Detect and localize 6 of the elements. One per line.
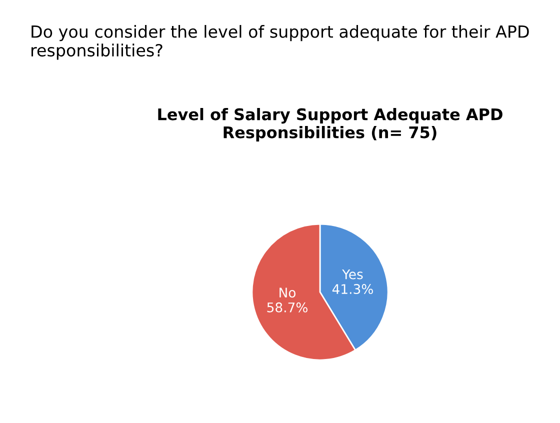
data-label: 58.7% [267, 302, 308, 312]
data-label: 41.3% [332, 284, 373, 294]
slice-label: Yes [342, 269, 363, 280]
chart-title: Do you consider the level of support adequate for their APD responsibilities? [32, 25, 529, 60]
chart-subtitle: Level of Salary Support Adequate APD Responsibilities (n= 75) [158, 108, 502, 142]
slice-label: No [280, 288, 296, 298]
